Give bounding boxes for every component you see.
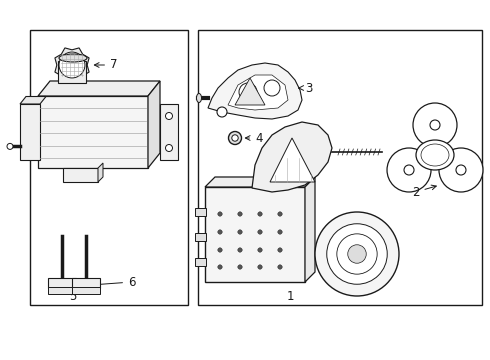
- Polygon shape: [205, 177, 315, 187]
- Ellipse shape: [59, 54, 87, 62]
- Circle shape: [387, 148, 431, 192]
- Text: 7: 7: [95, 58, 118, 72]
- Circle shape: [278, 248, 282, 252]
- Circle shape: [238, 230, 242, 234]
- Bar: [195, 233, 206, 241]
- Circle shape: [404, 165, 414, 175]
- Circle shape: [239, 83, 257, 101]
- Ellipse shape: [421, 144, 449, 166]
- Circle shape: [238, 212, 242, 216]
- Circle shape: [218, 248, 222, 252]
- Ellipse shape: [196, 94, 201, 103]
- Polygon shape: [252, 122, 332, 192]
- Bar: [58, 61, 86, 83]
- Text: 3: 3: [299, 81, 313, 94]
- Polygon shape: [228, 75, 288, 110]
- Circle shape: [232, 135, 238, 141]
- Bar: [72, 278, 100, 288]
- Circle shape: [278, 212, 282, 216]
- Circle shape: [218, 212, 222, 216]
- Circle shape: [258, 265, 262, 269]
- Circle shape: [59, 52, 85, 78]
- Circle shape: [315, 212, 399, 296]
- Circle shape: [7, 143, 13, 149]
- Circle shape: [166, 112, 172, 120]
- Ellipse shape: [416, 140, 454, 170]
- Bar: [198, 30, 482, 305]
- Bar: [195, 208, 206, 216]
- Polygon shape: [55, 48, 89, 82]
- Circle shape: [413, 103, 457, 147]
- Bar: [63, 168, 98, 182]
- Bar: [38, 96, 148, 168]
- Circle shape: [278, 230, 282, 234]
- Circle shape: [258, 248, 262, 252]
- Circle shape: [238, 265, 242, 269]
- Circle shape: [258, 230, 262, 234]
- Polygon shape: [98, 163, 103, 182]
- Polygon shape: [235, 78, 265, 105]
- Circle shape: [228, 131, 242, 144]
- Circle shape: [166, 144, 172, 152]
- Bar: [30, 30, 188, 305]
- Bar: [160, 104, 178, 160]
- Polygon shape: [148, 81, 160, 168]
- Circle shape: [218, 230, 222, 234]
- Circle shape: [348, 245, 366, 263]
- Bar: [20, 104, 40, 160]
- Polygon shape: [270, 138, 315, 182]
- Circle shape: [264, 80, 280, 96]
- Bar: [195, 258, 206, 266]
- Circle shape: [327, 224, 387, 284]
- Bar: [48, 278, 76, 288]
- Circle shape: [278, 265, 282, 269]
- Text: 6: 6: [95, 275, 136, 288]
- Text: 2: 2: [412, 185, 436, 198]
- Circle shape: [430, 120, 440, 130]
- Bar: [72, 287, 100, 294]
- Circle shape: [439, 148, 483, 192]
- Polygon shape: [305, 177, 315, 282]
- Text: 4: 4: [245, 131, 263, 144]
- Polygon shape: [20, 96, 46, 104]
- Text: 5: 5: [69, 291, 77, 303]
- Bar: [48, 287, 76, 294]
- Circle shape: [456, 165, 466, 175]
- Circle shape: [258, 212, 262, 216]
- Circle shape: [217, 107, 227, 117]
- Polygon shape: [38, 81, 160, 96]
- Circle shape: [218, 265, 222, 269]
- Circle shape: [238, 248, 242, 252]
- Text: 1: 1: [286, 291, 294, 303]
- Circle shape: [337, 234, 377, 274]
- Bar: [205, 187, 305, 282]
- Polygon shape: [208, 63, 302, 119]
